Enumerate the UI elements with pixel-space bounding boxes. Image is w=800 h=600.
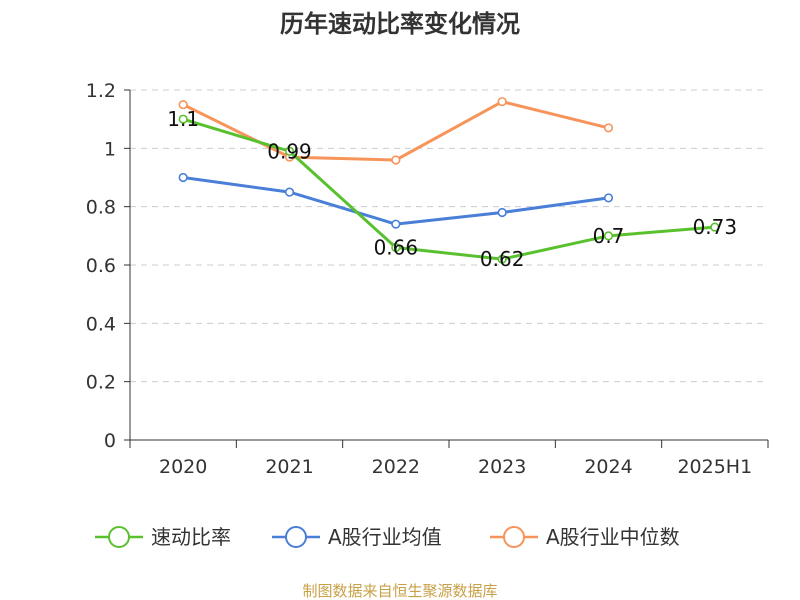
x-tick-label: 2023 (478, 456, 526, 478)
x-tick-label: 2022 (372, 456, 420, 478)
data-point-1 (497, 207, 507, 218)
legend-label-0: 速动比率 (151, 525, 231, 549)
legend-label-1: A股行业均值 (328, 525, 442, 549)
data-point-2 (178, 99, 188, 110)
y-tick-label: 0.8 (86, 197, 116, 219)
legend-label-2: A股行业中位数 (546, 525, 680, 549)
data-label: 0.7 (593, 224, 625, 248)
data-label: 0.73 (693, 215, 738, 239)
x-tick-label: 2024 (584, 456, 632, 478)
series-line-1 (182, 176, 609, 226)
data-point-1 (603, 193, 614, 203)
data-label: 0.62 (480, 247, 525, 271)
series-lines (178, 97, 720, 264)
y-tick-label: 0.4 (86, 313, 116, 335)
series-line-0 (182, 117, 715, 261)
x-tick-label: 2020 (159, 456, 207, 478)
y-tick-label: 0.2 (86, 372, 116, 394)
legend-marker-1 (285, 526, 307, 548)
x-tick-label: 2021 (265, 456, 313, 478)
y-tick-label: 1.2 (86, 80, 116, 102)
data-label: 1.1 (167, 107, 199, 131)
source-note: 制图数据来自恒生聚源数据库 (302, 582, 497, 600)
legend-marker-2 (503, 526, 525, 548)
data-label: 0.99 (267, 139, 312, 163)
legend: 速动比率 A股行业均值 A股行业中位数 (95, 525, 680, 549)
data-point-0 (710, 222, 720, 232)
data-point-0 (178, 114, 188, 124)
data-point-2 (603, 123, 614, 133)
y-tick-label: 1 (104, 138, 116, 160)
y-axis-ticks: 0 0.2 0.4 0.6 0.8 1 1.2 (86, 80, 116, 452)
data-label: 0.66 (374, 236, 419, 260)
data-point-1 (391, 219, 401, 229)
data-point-0 (284, 146, 295, 156)
gridlines (130, 89, 768, 383)
data-point-0 (497, 254, 507, 264)
data-point-0 (391, 242, 401, 253)
data-point-1 (284, 187, 295, 197)
x-axis-ticks: 2020 2021 2022 2023 2024 2025H1 (159, 456, 752, 478)
legend-marker-0 (108, 526, 130, 548)
axes (124, 89, 769, 448)
x-tick-label: 2025H1 (677, 456, 752, 478)
y-tick-label: 0 (104, 430, 116, 452)
y-tick-label: 0.6 (86, 255, 116, 277)
data-labels: 1.1 0.99 0.66 0.62 0.7 0.73 (167, 107, 737, 271)
data-point-2 (391, 155, 401, 165)
series-line-2 (182, 100, 609, 162)
chart-title: 历年速动比率变化情况 (280, 10, 520, 38)
data-point-0 (603, 231, 614, 241)
data-point-2 (497, 97, 507, 107)
data-point-1 (178, 172, 188, 183)
